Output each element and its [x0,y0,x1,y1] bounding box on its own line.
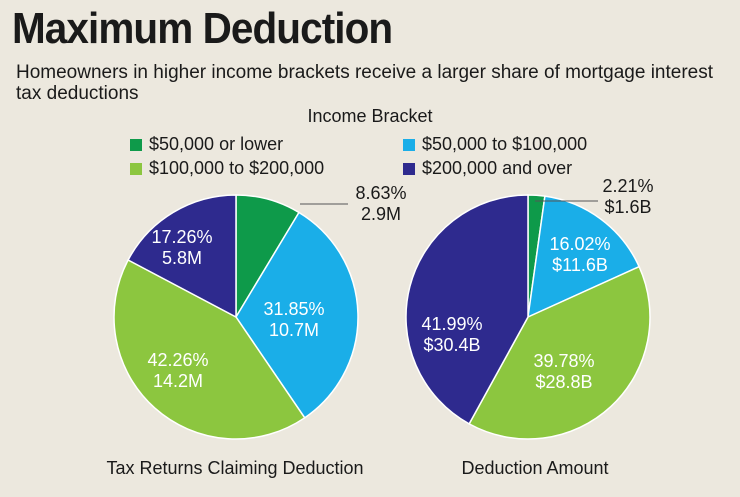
legend-label: $100,000 to $200,000 [149,158,325,178]
legend-swatch [130,138,142,151]
slice-amount-label: $28.8B [535,372,592,392]
pie-chart-amount: 2.21%$1.6B 16.02%$11.6B 39.78%$28.8B 41.99%… [405,176,654,440]
slice-percent-label: 17.26% [151,227,212,247]
slice-amount-label: $11.6B [552,255,608,275]
slice-percent-label: 42.26% [147,350,208,370]
pie-slice [468,265,651,440]
slice-amount-label: $1.6B [604,197,651,217]
pie-caption-amount: Deduction Amount [461,458,609,478]
legend-swatch [403,138,415,151]
slice-percent-label: 16.02% [549,234,610,254]
legend-item-100k-200k: $100,000 to $200,000 [130,158,324,179]
pie-slice [405,194,529,425]
legend-title: Income Bracket [307,106,433,126]
legend-item-200k-over: $200,000 and over [403,158,572,179]
legend-label: $200,000 and over [422,158,573,178]
legend-item-under-50k: $50,000 or lower [130,134,283,155]
pie-slice [235,211,359,419]
slice-percent-label: 31.85% [263,299,324,319]
slice-percent-label: 41.99% [421,314,482,334]
pie-caption-returns: Tax Returns Claiming Deduction [106,458,364,478]
slice-amount-label: 2.9M [361,204,401,224]
legend-swatch [130,162,142,175]
chart-title: Maximum Deduction [12,4,393,53]
pie-slice [127,194,237,319]
slice-amount-label: 5.8M [162,248,202,268]
slice-percent-label: 2.21% [602,176,653,196]
slice-percent-label: 39.78% [533,351,594,371]
slice-amount-label: $30.4B [423,335,480,355]
legend-label: $50,000 to $100,000 [422,134,588,154]
chart-subtitle: Homeowners in higher income brackets rec… [16,62,713,104]
pie-slice [527,195,641,319]
legend-swatch [403,162,415,175]
legend-item-50k-100k: $50,000 to $100,000 [403,134,587,155]
pie-chart-returns: 8.63%2.9M 31.85%10.7M 42.26%14.2M 17.26%5.8… [113,183,407,440]
slice-amount-label: 14.2M [153,371,203,391]
legend-label: $50,000 or lower [149,134,284,154]
pie-slice [113,258,306,440]
slice-percent-label: 8.63% [355,183,406,203]
slice-amount-label: 10.7M [269,320,319,340]
